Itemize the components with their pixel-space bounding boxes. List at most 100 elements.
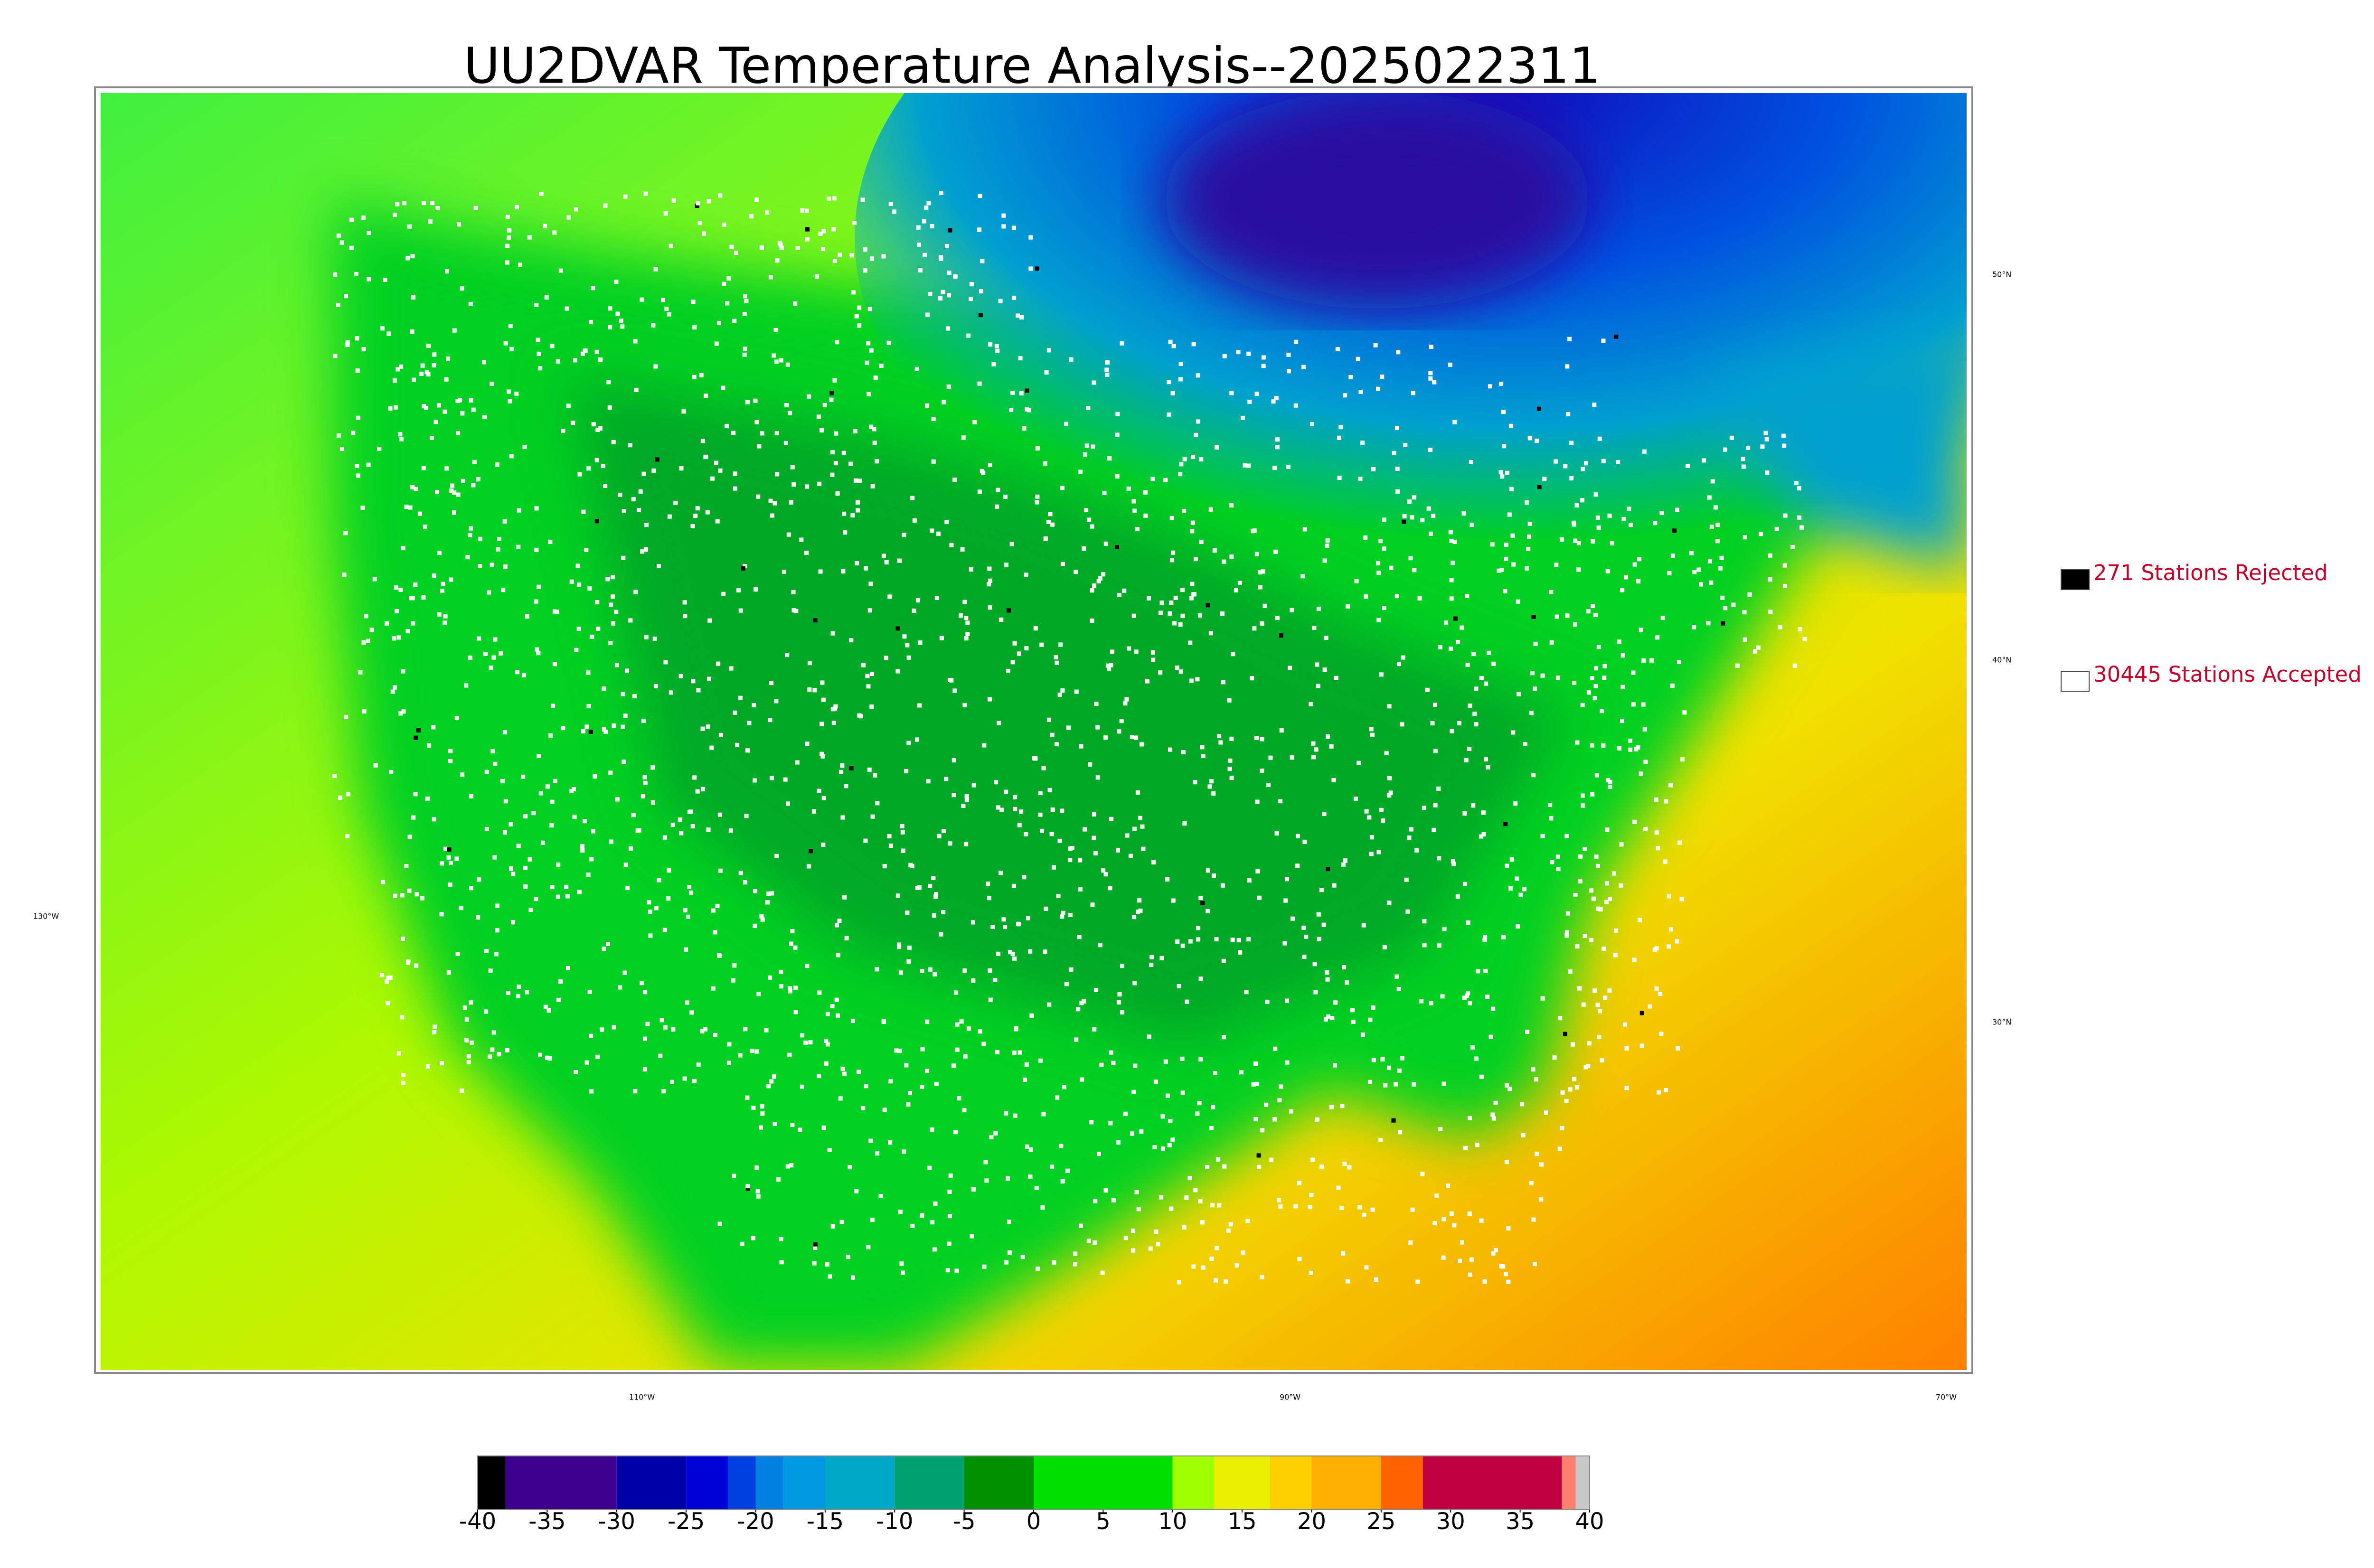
station-dot <box>1332 883 1337 888</box>
station-dot <box>401 1080 405 1085</box>
station-dot <box>1195 1111 1200 1116</box>
station-dot <box>623 194 628 199</box>
station-dot <box>1530 671 1535 676</box>
station-dot <box>1120 341 1124 346</box>
station-dot <box>707 618 712 623</box>
station-dot <box>1594 854 1599 859</box>
station-dot <box>1093 1199 1098 1203</box>
station-dot <box>897 558 902 563</box>
station-dot <box>1568 1087 1573 1092</box>
station-dot <box>1254 392 1259 396</box>
station-dot <box>601 464 605 469</box>
station-dot <box>875 967 879 972</box>
station-dot <box>673 501 678 506</box>
station-dot <box>395 202 400 207</box>
station-dot <box>653 267 658 272</box>
station-dot <box>817 1074 821 1079</box>
station-dot <box>898 1210 903 1214</box>
station-dot <box>1323 1017 1328 1022</box>
station-dot <box>1638 918 1642 922</box>
station-dot <box>1069 357 1074 362</box>
station-dot <box>1468 1272 1472 1277</box>
station-dot <box>432 573 436 578</box>
station-dot <box>830 472 835 477</box>
station-dot <box>1466 920 1470 925</box>
station-dot <box>1050 1164 1055 1169</box>
station-dot <box>534 897 538 901</box>
station-dot <box>1402 519 1406 524</box>
station-dot <box>1165 877 1170 882</box>
station-dot <box>620 324 625 329</box>
station-dot <box>664 306 669 311</box>
station-dot <box>756 494 761 499</box>
station-dot <box>1013 1113 1017 1118</box>
station-dot <box>844 784 848 789</box>
station-dot <box>446 356 451 361</box>
station-dot <box>1595 1003 1600 1007</box>
station-dot <box>388 406 393 411</box>
station-dot <box>1124 697 1129 702</box>
station-dot <box>717 954 722 958</box>
station-dot <box>487 590 491 595</box>
station-dot <box>1721 621 1725 626</box>
station-dot <box>1099 1062 1104 1067</box>
station-dot <box>1420 518 1425 523</box>
station-dot <box>1628 738 1632 743</box>
station-dot <box>415 892 419 897</box>
station-dot <box>1400 1056 1404 1061</box>
station-dot <box>793 945 798 950</box>
station-dot <box>1414 848 1419 853</box>
station-dot <box>1764 437 1769 441</box>
station-dot <box>618 492 622 497</box>
station-dot <box>938 296 943 301</box>
station-dot <box>905 643 910 648</box>
station-dot <box>1560 537 1564 542</box>
station-dot <box>947 270 951 275</box>
station-dot <box>1521 1133 1526 1137</box>
station-dot <box>1535 438 1539 443</box>
station-dot <box>960 547 965 552</box>
station-dot <box>1571 1042 1575 1047</box>
station-dot <box>1178 472 1183 477</box>
station-dot <box>414 963 419 968</box>
station-dot <box>1283 898 1288 903</box>
station-dot <box>783 441 788 445</box>
station-dot <box>484 826 489 831</box>
colorbar-segment <box>825 1456 895 1510</box>
station-dot <box>420 896 424 901</box>
station-dot <box>1610 541 1614 545</box>
station-dot <box>641 794 645 798</box>
station-dot <box>978 194 982 198</box>
station-dot <box>1004 789 1008 794</box>
station-dot <box>448 749 453 753</box>
station-dot <box>1170 391 1175 395</box>
station-dot <box>429 435 434 440</box>
station-dot <box>401 1073 406 1078</box>
station-dot <box>392 636 396 641</box>
station-dot <box>1504 543 1508 547</box>
station-dot <box>1486 765 1490 770</box>
station-dot <box>1455 894 1460 899</box>
station-dot <box>1698 582 1703 587</box>
station-dot <box>1097 1152 1102 1156</box>
station-dot <box>829 397 834 402</box>
station-dot <box>846 1255 850 1259</box>
station-dot <box>1501 1264 1506 1269</box>
station-dot <box>469 526 473 531</box>
station-dot <box>687 885 692 890</box>
station-dot <box>732 319 737 323</box>
station-dot <box>1620 685 1625 689</box>
station-dot <box>920 1047 925 1052</box>
station-dot <box>472 460 477 464</box>
station-dot <box>1401 655 1405 660</box>
station-dot <box>1105 663 1110 668</box>
station-dot <box>1043 536 1048 541</box>
station-dot <box>860 197 865 202</box>
station-dot <box>400 936 405 941</box>
station-dot <box>729 666 734 671</box>
station-dot <box>1222 559 1226 564</box>
station-dot <box>980 469 984 473</box>
station-dot <box>1412 1082 1416 1087</box>
station-dot <box>395 609 399 613</box>
station-dot <box>432 817 436 822</box>
